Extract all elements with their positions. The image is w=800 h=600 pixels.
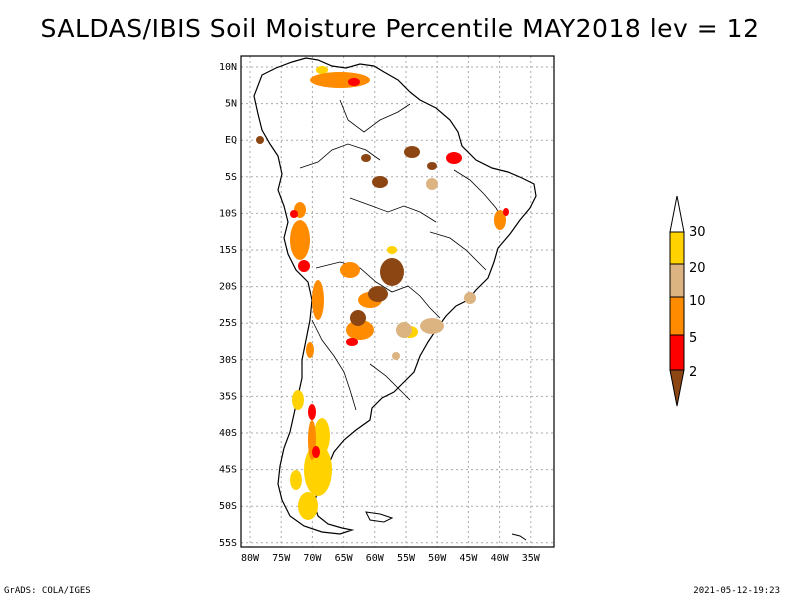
longitude-tick-label: 80W (241, 553, 260, 564)
colorbar-label-30: 30 (689, 225, 706, 240)
colorbar-labels: 30 20 10 5 2 (689, 225, 706, 380)
latitude-ticks: 10N 5N EQ 5S 10S 15S 20S 25S 30S 35S 40S 45S 50S 55S (219, 62, 237, 549)
footer-timestamp: 2021-05-12-19:23 (693, 586, 780, 596)
latitude-tick-label: 10N (219, 62, 237, 73)
map-gridlines (241, 56, 554, 547)
longitude-tick-label: 65W (335, 553, 354, 564)
longitude-tick-label: 55W (397, 553, 416, 564)
latitude-tick-label: 50S (219, 501, 237, 512)
latitude-tick-label: 5N (225, 99, 237, 110)
patch-group-5-10 (290, 72, 506, 460)
colorbar-label-5: 5 (689, 331, 697, 346)
longitude-tick-label: 40W (491, 553, 510, 564)
latitude-tick-label: 20S (219, 282, 237, 293)
longitude-tick-label: 45W (459, 553, 478, 564)
continent-outline (253, 57, 537, 541)
longitude-tick-label: 50W (428, 553, 447, 564)
colorbar-label-10: 10 (689, 294, 706, 309)
colorbar-label-20: 20 (689, 261, 706, 276)
colorbar-segment-5-10 (669, 296, 685, 336)
latitude-tick-label: 55S (219, 538, 237, 549)
latitude-tick-label: 15S (219, 245, 237, 256)
latitude-tick-label: 30S (219, 355, 237, 366)
colorbar-segment-above-30 (669, 195, 685, 233)
longitude-tick-label: 70W (303, 553, 322, 564)
soil-moisture-patches (256, 66, 509, 520)
latitude-tick-label: 35S (219, 391, 237, 402)
latitude-tick-label: EQ (225, 135, 237, 146)
latitude-tick-label: 40S (219, 428, 237, 439)
longitude-tick-label: 75W (272, 553, 291, 564)
longitude-tick-label: 35W (522, 553, 541, 564)
patch-group-2-5 (290, 78, 509, 458)
colorbar-segment-20-30 (669, 231, 685, 265)
footer-credit: GrADS: COLA/IGES (4, 586, 91, 596)
latitude-tick-label: 25S (219, 318, 237, 329)
map-title: SALDAS/IBIS Soil Moisture Percentile MAY… (40, 14, 760, 43)
colorbar-segment-2-5 (669, 334, 685, 371)
colorbar-segment-below-2 (669, 369, 685, 407)
longitude-ticks: 80W 75W 70W 65W 60W 55W 50W 45W 40W 35W (241, 553, 541, 564)
colorbar (669, 195, 685, 407)
colorbar-segment-10-20 (669, 263, 685, 298)
latitude-tick-label: 45S (219, 465, 237, 476)
latitude-tick-label: 5S (225, 172, 237, 183)
latitude-tick-label: 10S (219, 208, 237, 219)
colorbar-label-2: 2 (689, 365, 697, 380)
patch-group-below-2 (256, 136, 437, 326)
patch-group-10-20 (392, 178, 476, 360)
longitude-tick-label: 60W (366, 553, 385, 564)
map-frame (240, 55, 555, 548)
